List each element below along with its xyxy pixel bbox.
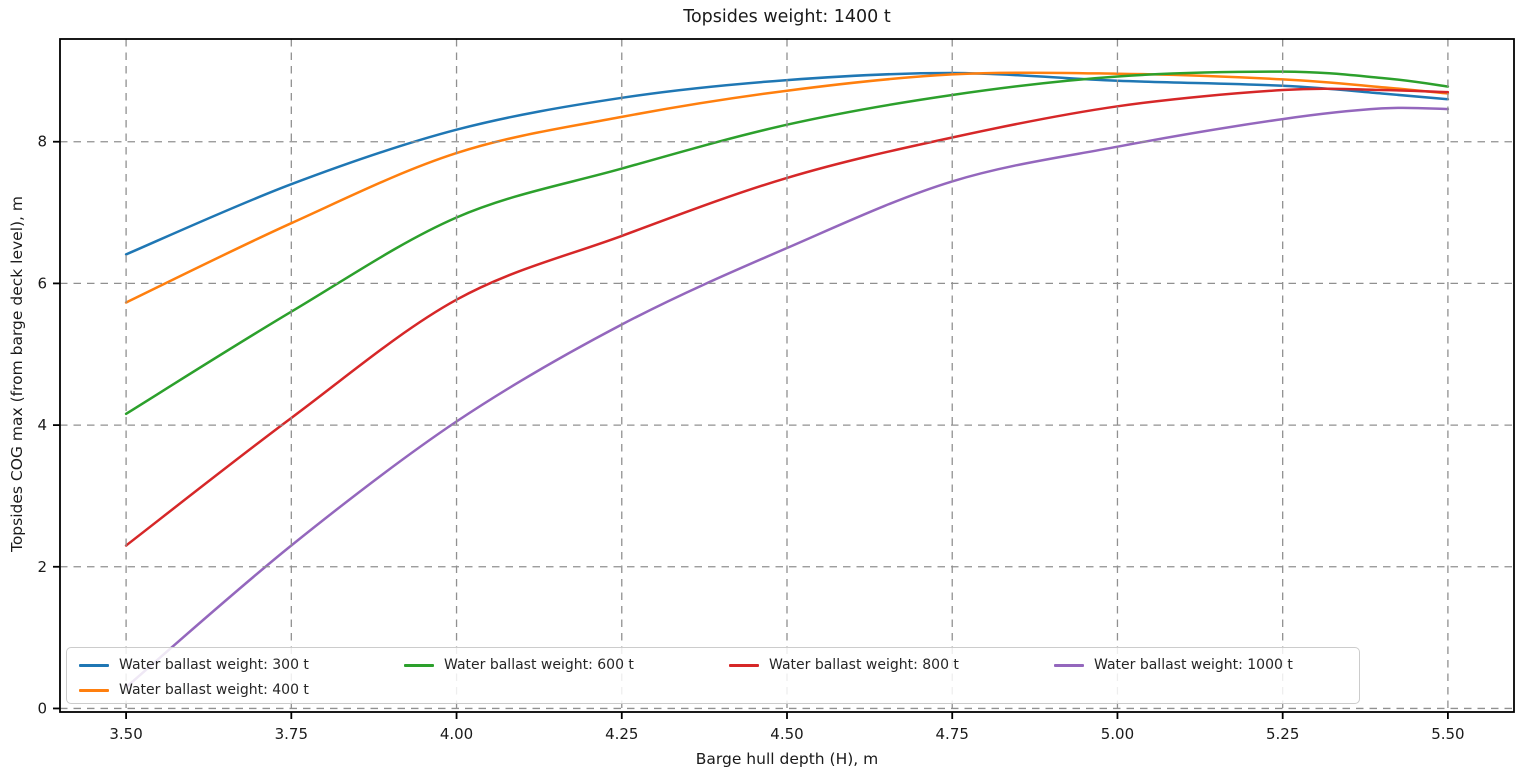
legend-line-swatch [1054,663,1084,667]
series-line-4 [124,87,1450,547]
x-tick-label: 4.50 [770,725,803,743]
x-tick-label: 4.25 [605,725,638,743]
legend-label: Water ballast weight: 300 t [119,657,309,673]
legend-label: Water ballast weight: 800 t [769,657,959,673]
x-tick-label: 5.50 [1431,725,1464,743]
legend: Water ballast weight: 300 t Water ballast… [66,647,1360,704]
legend-line-swatch [79,663,109,667]
y-axis-label: Topsides COG max (from barge deck level)… [8,195,26,553]
y-tick-label: 2 [37,558,47,576]
legend-item: Water ballast weight: 300 t [79,655,309,675]
legend-label: Water ballast weight: 400 t [119,682,309,698]
chart-title: Topsides weight: 1400 t [683,7,891,27]
x-tick-label: 4.00 [440,725,473,743]
legend-label: Water ballast weight: 1000 t [1094,657,1293,673]
legend-item: Water ballast weight: 800 t [729,655,959,675]
series-line-1 [124,71,1450,256]
x-tick-label: 5.25 [1266,725,1299,743]
y-tick-label: 4 [37,416,47,434]
series-line-2 [124,71,1450,304]
y-tick-label: 0 [37,699,47,717]
x-axis-label: Barge hull depth (H), m [695,750,879,768]
legend-line-swatch [79,688,109,692]
y-tick-label: 8 [37,133,47,151]
legend-item: Water ballast weight: 600 t [404,655,634,675]
series-line-5 [124,106,1450,689]
x-tick-label: 3.50 [109,725,142,743]
legend-column: Water ballast weight: 300 t Water ballast… [79,655,309,700]
x-tick-label: 5.00 [1101,725,1134,743]
x-tick-label: 3.75 [275,725,308,743]
legend-item: Water ballast weight: 400 t [79,680,309,700]
legend-column: Water ballast weight: 600 t [404,655,634,675]
y-tick-label: 6 [37,274,47,292]
legend-label: Water ballast weight: 600 t [444,657,634,673]
legend-line-swatch [404,663,434,667]
legend-column: Water ballast weight: 800 t [729,655,959,675]
x-tick-label: 4.75 [936,725,969,743]
legend-item: Water ballast weight: 1000 t [1054,655,1293,675]
legend-column: Water ballast weight: 1000 t [1054,655,1293,675]
legend-line-swatch [729,663,759,667]
